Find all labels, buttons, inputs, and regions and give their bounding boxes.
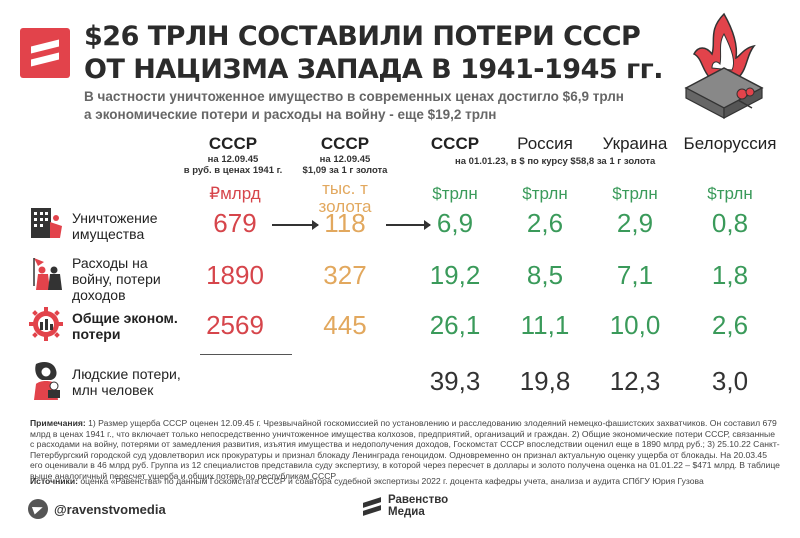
sources-label: Источники: <box>30 476 78 486</box>
notes-text: 1) Размер ущерба СССР оценен 12.09.45 г.… <box>30 418 780 481</box>
value-cell: 2569 <box>206 310 264 340</box>
sources-text: оценка «Равенства» по данным Госкомстата… <box>78 476 704 486</box>
telegram-handle[interactable]: @ravenstvomedia <box>28 499 166 519</box>
telegram-icon <box>28 499 48 519</box>
value-cell: 3,0 <box>711 366 749 396</box>
brand-name-line-2: Медиа <box>388 506 425 518</box>
column-note: в руб. в ценах 1941 г. <box>183 165 283 176</box>
value-cell: 1,8 <box>711 260 749 290</box>
value-cell: 19,2 <box>429 260 481 290</box>
value-cell: 12,3 <box>609 366 661 396</box>
row-label-line: Общие эконом. <box>72 310 178 326</box>
equals-logo-icon <box>20 28 70 78</box>
value-cell: 118 <box>324 208 366 238</box>
value-cell: 10,0 <box>609 310 661 340</box>
row-label-line: потери <box>72 326 121 342</box>
mother-child-icon <box>34 362 60 400</box>
page-subtitle: В частности уничтоженное имущество в сов… <box>84 88 684 124</box>
unit-usd-russia: $трлн <box>522 184 568 203</box>
unit-rub: ₽млрд <box>209 184 261 203</box>
column-ussr-now: СССР <box>410 134 500 154</box>
row-label-line: млн человек <box>72 382 154 398</box>
unit-usd-ukraine: $трлн <box>612 184 658 203</box>
notes-label: Примечания: <box>30 418 86 428</box>
sources: Источники: оценка «Равенства» по данным … <box>30 476 780 486</box>
column-date: на 12.09.45 <box>207 154 259 165</box>
arrow-right-icon <box>272 220 319 230</box>
unit-usd-belarus: $трлн <box>707 184 753 203</box>
row-label-line: Расходы на <box>72 255 148 271</box>
column-belarus: Белоруссия <box>680 134 780 154</box>
title-line-2: ОТ НАЦИЗМА ЗАПАДА В 1941-1945 гг. <box>84 54 664 85</box>
gear-factory-icon <box>29 307 63 341</box>
value-cell: 39,3 <box>429 366 481 396</box>
row-label-line: Людские потери, <box>72 366 181 382</box>
subtitle-line-1: В частности уничтоженное имущество в сов… <box>84 89 624 104</box>
page-title: $26 ТРЛН СОСТАВИЛИ ПОТЕРИ СССР ОТ НАЦИЗМ… <box>84 20 664 86</box>
row-label-war-costs: Расходы на войну, потери доходов <box>72 255 161 303</box>
value-cell: 19,8 <box>519 366 571 396</box>
column-name: СССР <box>208 134 258 153</box>
subtitle-line-2: а экономические потери и расходы на войн… <box>84 107 497 122</box>
value-cell: 0,8 <box>711 208 749 238</box>
value-cell: 6,9 <box>436 208 474 238</box>
unit-gold-line-1: тыс. т <box>322 179 368 198</box>
title-line-1: $26 ТРЛН СОСТАВИЛИ ПОТЕРИ СССР <box>84 21 641 52</box>
column-date: на 12.09.45 <box>319 154 371 165</box>
footnotes: Примечания: 1) Размер ущерба СССР оценен… <box>30 418 780 482</box>
value-cell: 2,9 <box>616 208 654 238</box>
column-ukraine: Украина <box>590 134 680 154</box>
unit-usd-ussr: $трлн <box>432 184 478 203</box>
row-label-line: имущества <box>72 226 145 242</box>
value-cell: 7,1 <box>616 260 654 290</box>
value-cell: 2,6 <box>711 310 749 340</box>
row-label-total-losses: Общие эконом. потери <box>72 310 178 342</box>
value-cell: 327 <box>323 260 367 290</box>
value-cell: 11,1 <box>520 310 570 340</box>
row-label-property: Уничтожение имущества <box>72 210 157 242</box>
column-ussr-gold: СССР на 12.09.45 $1,09 за 1 г золота <box>290 134 400 176</box>
current-date-note: на 01.01.23, в $ по курсу $58,8 за 1 г з… <box>455 156 656 167</box>
value-cell: 679 <box>213 208 257 238</box>
column-ussr-rub: СССР на 12.09.45 в руб. в ценах 1941 г. <box>178 134 288 176</box>
column-note: $1,09 за 1 г золота <box>302 165 388 176</box>
row-label-line: Уничтожение <box>72 210 158 226</box>
value-cell: 1890 <box>206 260 264 290</box>
eternal-flame-icon <box>684 12 764 119</box>
unit-gold: тыс. т золота <box>300 180 390 216</box>
soldiers-icon <box>33 258 62 290</box>
handle-text: @ravenstvomedia <box>54 501 166 517</box>
divider <box>200 354 292 355</box>
column-name: СССР <box>320 134 370 153</box>
brand-logo: Равенство Медиа <box>362 494 448 518</box>
column-name: Украина <box>602 134 668 153</box>
building-destroyed-icon <box>31 208 62 238</box>
value-cell: 445 <box>323 310 367 340</box>
value-cell: 8,5 <box>526 260 564 290</box>
column-russia: Россия <box>500 134 590 154</box>
value-cell: 26,1 <box>429 310 481 340</box>
equals-logo-icon <box>362 494 382 518</box>
row-label-line: войну, потери <box>72 271 161 287</box>
brand-name-line-1: Равенство <box>388 494 449 506</box>
arrow-right-icon <box>386 220 431 230</box>
column-name: Белоруссия <box>683 134 777 153</box>
row-label-human-losses: Людские потери, млн человек <box>72 366 181 398</box>
value-cell: 2,6 <box>526 208 564 238</box>
column-name: Россия <box>517 134 573 153</box>
row-label-line: доходов <box>72 287 126 303</box>
unit-gold-line-2: золота <box>318 197 372 216</box>
column-name: СССР <box>430 134 480 153</box>
